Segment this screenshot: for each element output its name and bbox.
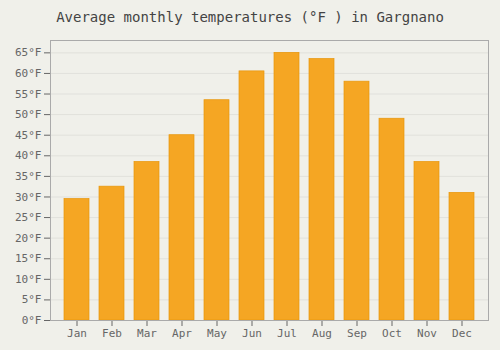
- svg-text:30°F: 30°F: [15, 190, 42, 203]
- svg-text:20°F: 20°F: [15, 232, 42, 245]
- svg-text:50°F: 50°F: [15, 108, 42, 121]
- svg-text:Apr: Apr: [172, 327, 192, 340]
- svg-text:Feb: Feb: [102, 327, 122, 340]
- svg-text:35°F: 35°F: [15, 170, 42, 183]
- svg-text:Mar: Mar: [137, 327, 157, 340]
- svg-text:Dec: Dec: [452, 327, 472, 340]
- svg-text:Jun: Jun: [242, 327, 262, 340]
- svg-text:Aug: Aug: [312, 327, 332, 340]
- svg-text:Sep: Sep: [347, 327, 367, 340]
- svg-text:Nov: Nov: [417, 327, 437, 340]
- svg-text:5°F: 5°F: [22, 293, 42, 306]
- svg-text:May: May: [207, 327, 227, 340]
- svg-text:10°F: 10°F: [15, 273, 42, 286]
- svg-text:65°F: 65°F: [15, 46, 42, 59]
- svg-text:Jul: Jul: [277, 327, 297, 340]
- svg-text:40°F: 40°F: [15, 149, 42, 162]
- html-text:Average monthly temperatures (: Average monthly temperatures (°F ) in Ga…: [56, 9, 444, 25]
- svg-text:Jan: Jan: [67, 327, 87, 340]
- svg-text:60°F: 60°F: [15, 67, 42, 80]
- svg-text:25°F: 25°F: [15, 211, 42, 224]
- svg-text:55°F: 55°F: [15, 88, 42, 101]
- svg-text:15°F: 15°F: [15, 252, 42, 265]
- svg-text:Oct: Oct: [382, 327, 402, 340]
- svg-text:45°F: 45°F: [15, 129, 42, 142]
- svg-text:0°F: 0°F: [22, 314, 42, 327]
